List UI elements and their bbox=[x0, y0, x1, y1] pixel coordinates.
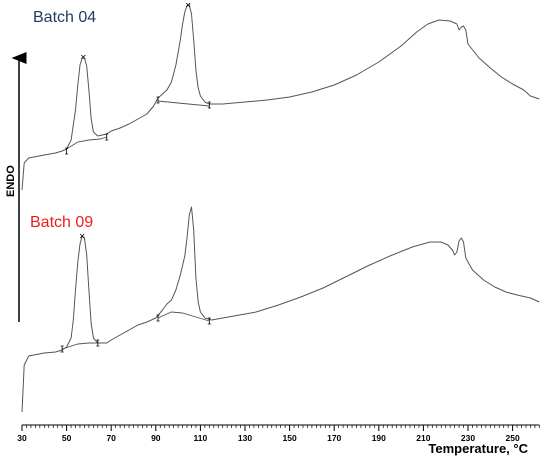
x-tick-label: 230 bbox=[461, 433, 475, 443]
markers bbox=[60, 2, 211, 353]
x-axis-label: Temperature, °C bbox=[428, 441, 528, 456]
x-tick-label: 30 bbox=[17, 433, 27, 443]
x-axis: 30 50 70 90 110 130 150 170 190 210 230 250 bbox=[17, 424, 540, 443]
x-tick-label: 130 bbox=[238, 433, 252, 443]
x-tick-label: 50 bbox=[62, 433, 72, 443]
x-tick-label: 110 bbox=[194, 433, 208, 443]
x-tick-label: 190 bbox=[372, 433, 386, 443]
x-tick-label: 170 bbox=[327, 433, 341, 443]
curves bbox=[21, 4, 540, 413]
baseline-marker bbox=[96, 339, 100, 347]
series-label-batch-09: Batch 09 bbox=[30, 214, 94, 231]
x-tick-label: 90 bbox=[151, 433, 161, 443]
baseline-marker bbox=[156, 314, 160, 322]
series-line-batch-04 bbox=[21, 4, 540, 191]
peak-marker bbox=[79, 233, 85, 239]
x-tick-label: 250 bbox=[506, 433, 520, 443]
baselines bbox=[61, 100, 210, 350]
x-tick-label: 210 bbox=[416, 433, 430, 443]
baseline-marker bbox=[207, 101, 211, 109]
peak-baseline bbox=[61, 342, 98, 350]
baseline-marker bbox=[207, 317, 211, 325]
peak-baseline bbox=[157, 311, 210, 322]
baseline-marker bbox=[65, 147, 69, 155]
peak-marker bbox=[81, 54, 86, 60]
x-tick-label: 70 bbox=[106, 433, 116, 443]
baseline-marker bbox=[105, 133, 109, 141]
y-axis-label: ENDO bbox=[5, 165, 17, 197]
series-label-batch-04: Batch 04 bbox=[33, 9, 97, 26]
peak-baseline bbox=[66, 136, 107, 150]
x-tick-label: 150 bbox=[283, 433, 297, 443]
baseline-marker bbox=[156, 96, 160, 104]
series-line-batch-09 bbox=[21, 206, 540, 413]
baseline-marker bbox=[60, 345, 64, 353]
peak-marker bbox=[185, 2, 191, 8]
peak-baseline bbox=[157, 100, 210, 107]
